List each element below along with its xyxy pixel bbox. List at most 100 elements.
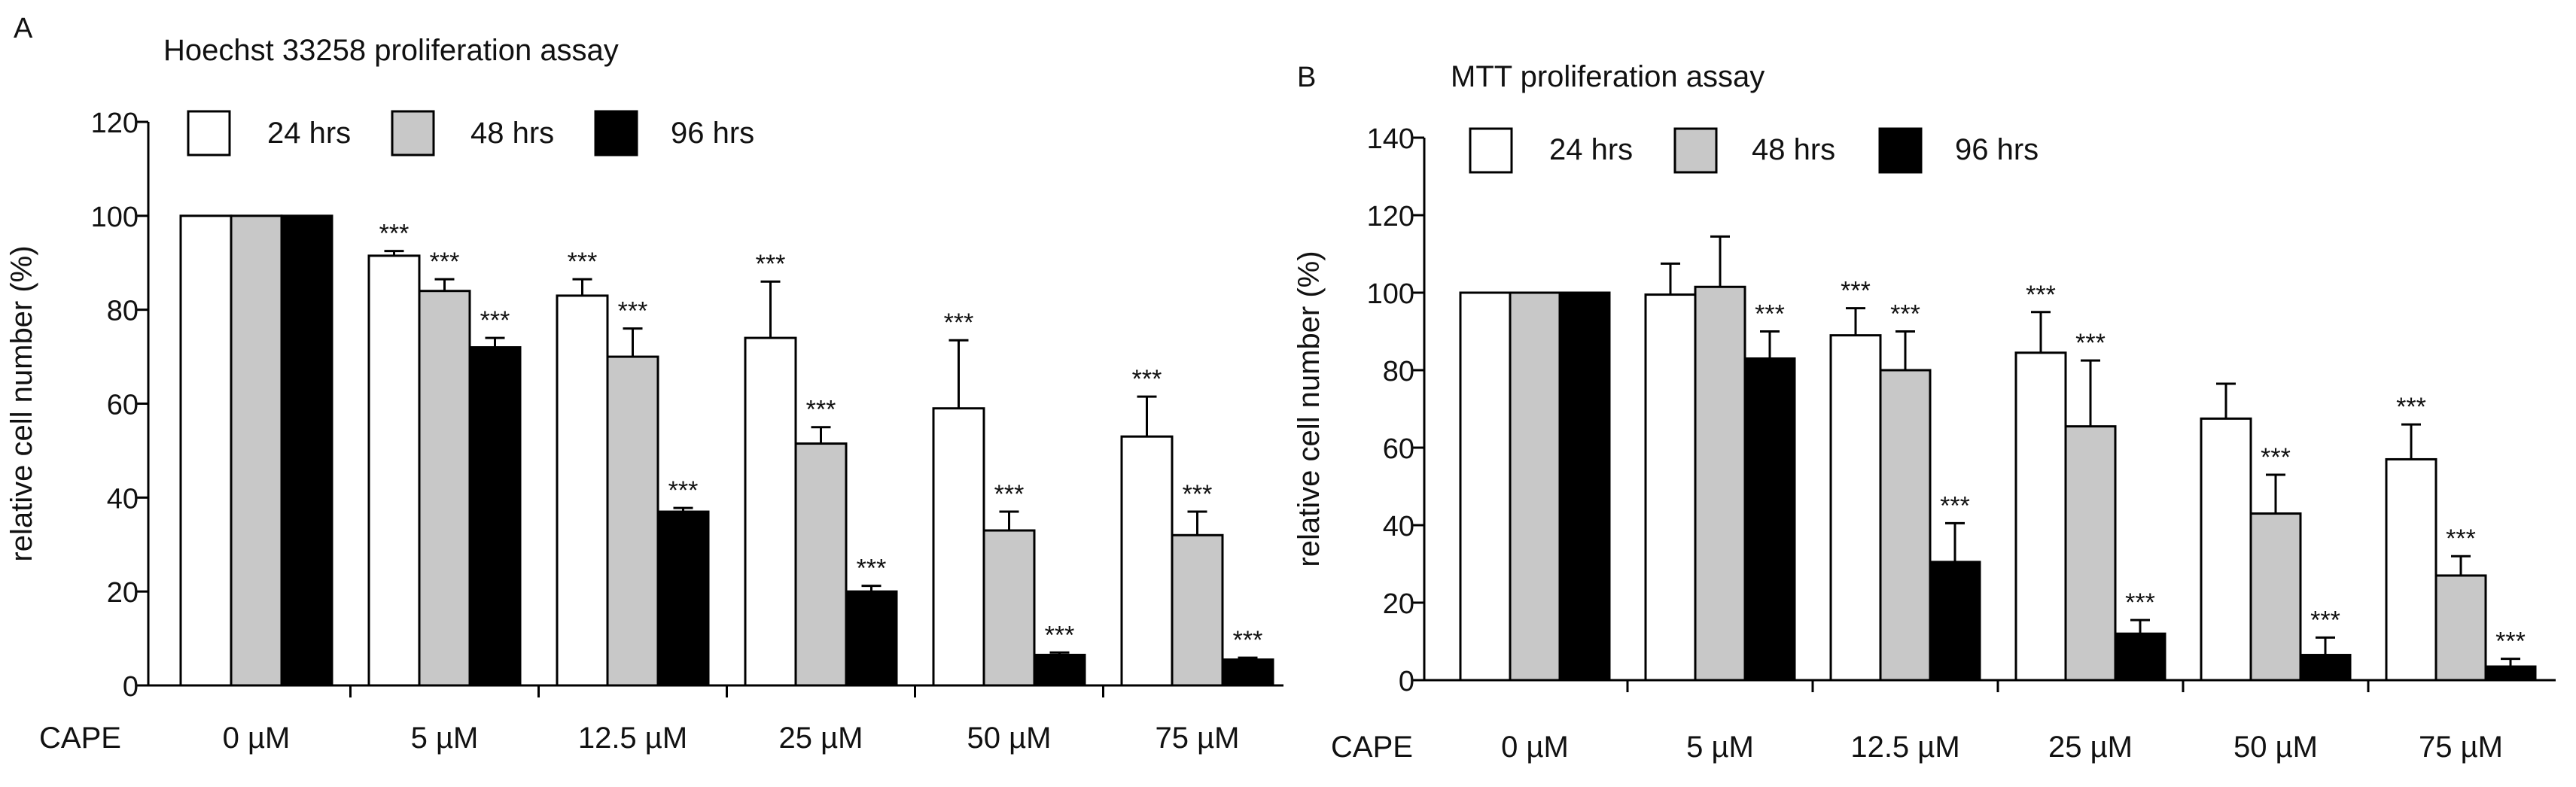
significance-label: *** bbox=[1755, 300, 1785, 329]
legend-swatch bbox=[1469, 127, 1513, 174]
x-tick-label: 5 µM bbox=[411, 722, 479, 755]
bar bbox=[845, 590, 898, 687]
legend-swatch bbox=[1673, 127, 1718, 174]
y-axis-title: relative cell number (%) bbox=[1293, 251, 1326, 567]
bar bbox=[932, 407, 985, 687]
y-tick-label: 20 bbox=[1383, 588, 1414, 620]
y-tick-label: 0 bbox=[1399, 666, 1414, 697]
bar bbox=[794, 442, 848, 687]
legend-label: 96 hrs bbox=[1955, 133, 2039, 166]
y-tick-label: 120 bbox=[91, 108, 139, 139]
significance-label: *** bbox=[1841, 277, 1871, 305]
x-tick-label: 50 µM bbox=[967, 722, 1052, 755]
significance-label: *** bbox=[1045, 621, 1075, 649]
x-tick-label: 75 µM bbox=[1156, 722, 1240, 755]
significance-label: *** bbox=[1233, 626, 1263, 655]
significance-label: *** bbox=[568, 248, 598, 276]
significance-label: *** bbox=[2495, 627, 2526, 656]
y-tick-label: 80 bbox=[1383, 356, 1414, 387]
legend-swatch bbox=[391, 110, 435, 156]
legend-swatch bbox=[1878, 127, 1923, 174]
bar bbox=[230, 214, 283, 687]
significance-label: *** bbox=[379, 220, 410, 248]
bar bbox=[2064, 425, 2117, 682]
bar bbox=[2385, 457, 2437, 682]
legend-label: 48 hrs bbox=[1752, 133, 1835, 166]
significance-label: *** bbox=[806, 396, 836, 424]
y-tick-label: 140 bbox=[1367, 123, 1414, 155]
significance-label: *** bbox=[2396, 393, 2426, 421]
chart-title: Hoechst 33258 proliferation assay bbox=[163, 34, 619, 67]
bar bbox=[606, 355, 659, 687]
y-tick-label: 40 bbox=[107, 483, 139, 515]
x-tick-label: 12.5 µM bbox=[578, 722, 687, 755]
significance-label: *** bbox=[480, 306, 510, 335]
legend-swatch bbox=[594, 110, 638, 156]
bar bbox=[1120, 435, 1174, 687]
bar bbox=[1929, 561, 1981, 682]
bar bbox=[1829, 334, 1882, 682]
x-tick-label: 25 µM bbox=[2048, 731, 2133, 764]
significance-label: *** bbox=[668, 476, 699, 505]
bar bbox=[1171, 533, 1224, 687]
bar bbox=[2014, 351, 2067, 682]
bar bbox=[2249, 512, 2302, 682]
x-tick-label: 50 µM bbox=[2233, 731, 2318, 764]
y-tick-label: 40 bbox=[1383, 511, 1414, 542]
legend-label: 24 hrs bbox=[267, 117, 351, 150]
bar bbox=[1221, 658, 1274, 687]
bar bbox=[1694, 285, 1746, 682]
significance-label: *** bbox=[944, 308, 974, 337]
bar bbox=[2299, 654, 2352, 682]
bar bbox=[1509, 291, 1561, 682]
y-tick-label: 60 bbox=[107, 390, 139, 421]
bar bbox=[982, 529, 1036, 687]
x-tick-label: 12.5 µM bbox=[1850, 731, 1959, 764]
significance-label: *** bbox=[2026, 281, 2056, 309]
significance-label: *** bbox=[618, 297, 648, 326]
y-axis-title: relative cell number (%) bbox=[5, 245, 38, 561]
x-tick-label: 5 µM bbox=[1686, 731, 1754, 764]
bar bbox=[1879, 369, 1932, 682]
bar bbox=[1743, 357, 1796, 682]
significance-label: *** bbox=[2310, 606, 2340, 634]
bar bbox=[2200, 417, 2252, 682]
x-tick-label: 0 µM bbox=[223, 722, 291, 755]
bar bbox=[1558, 291, 1611, 682]
y-tick-label: 120 bbox=[1367, 201, 1414, 232]
bar bbox=[179, 214, 233, 687]
chart-title: MTT proliferation assay bbox=[1451, 60, 1765, 93]
bar bbox=[2484, 665, 2537, 682]
y-tick-label: 100 bbox=[91, 202, 139, 233]
x-tick-label: 25 µM bbox=[779, 722, 863, 755]
legend-label: 24 hrs bbox=[1549, 133, 1633, 166]
bar bbox=[656, 510, 710, 687]
x-tick-label: 75 µM bbox=[2419, 731, 2503, 764]
bar bbox=[2434, 574, 2487, 682]
y-tick-label: 80 bbox=[107, 296, 139, 327]
y-tick-label: 100 bbox=[1367, 278, 1414, 310]
bar bbox=[1033, 653, 1086, 687]
x-axis-title: CAPE bbox=[1331, 731, 1413, 764]
bar bbox=[468, 346, 522, 687]
significance-label: *** bbox=[756, 250, 786, 278]
significance-label: *** bbox=[430, 248, 460, 276]
bar bbox=[2114, 632, 2166, 682]
significance-label: *** bbox=[2075, 329, 2106, 357]
bar bbox=[367, 254, 421, 687]
y-tick-label: 60 bbox=[1383, 433, 1414, 465]
y-tick-label: 0 bbox=[123, 671, 139, 703]
x-tick-label: 0 µM bbox=[1501, 731, 1569, 764]
significance-label: *** bbox=[2261, 443, 2291, 472]
x-axis-title: CAPE bbox=[39, 722, 121, 755]
bar bbox=[744, 336, 797, 687]
significance-label: *** bbox=[1132, 365, 1162, 394]
significance-label: *** bbox=[2446, 524, 2476, 553]
significance-label: *** bbox=[1890, 300, 1920, 329]
significance-label: *** bbox=[1940, 491, 1970, 520]
significance-label: *** bbox=[994, 480, 1025, 509]
y-tick-label: 20 bbox=[107, 577, 139, 609]
panel-label: B bbox=[1297, 62, 1316, 93]
panel-label: A bbox=[14, 13, 33, 44]
